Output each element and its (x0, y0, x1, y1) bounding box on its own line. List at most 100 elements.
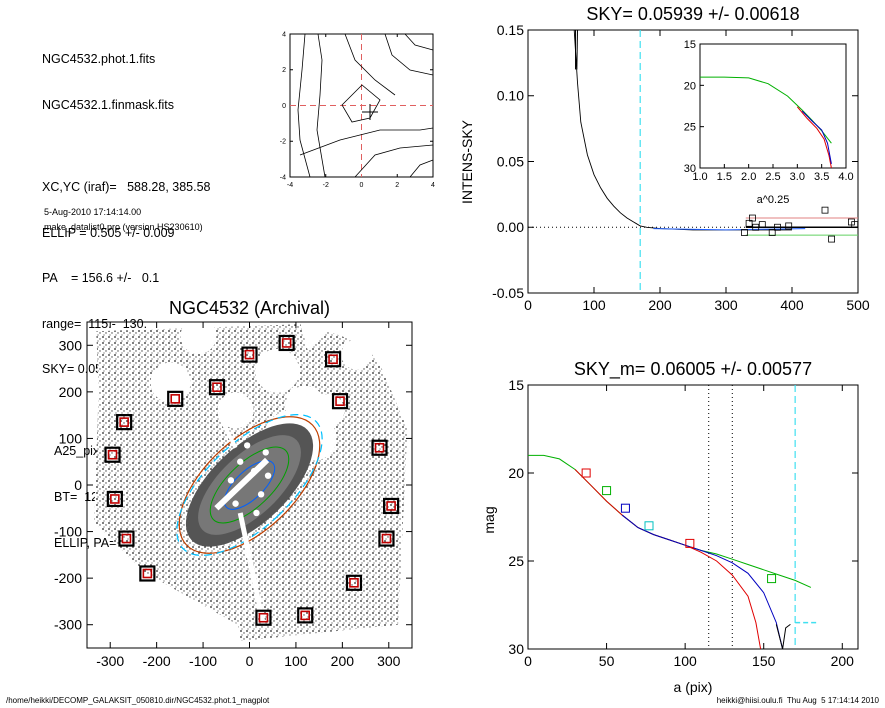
y-tick-label: 200 (59, 384, 83, 400)
range-marker (685, 538, 695, 548)
inset-red-line (796, 106, 832, 169)
x-tick-label: -300 (96, 653, 124, 669)
info-line: XC,YC (iraf)= 588.28, 385.58 (42, 180, 211, 195)
x-tick-label: -2 (323, 182, 329, 189)
y-tick-label: 0.05 (497, 153, 524, 169)
sky-ellipse (176, 414, 323, 556)
x-tick-label: 200 (331, 653, 355, 669)
y-tick-label: -2 (280, 139, 286, 146)
masked-star-trail (214, 457, 270, 511)
masked-star (253, 509, 260, 517)
inset-y-tick-label: 25 (684, 122, 696, 134)
inset-x-tick-label: 4.0 (838, 171, 853, 183)
contour-line (354, 144, 434, 178)
y-tick-label: 0.00 (497, 219, 524, 235)
x-tick-label: 4 (431, 182, 435, 189)
sky-box-inner (170, 394, 181, 404)
range-marker (620, 503, 630, 513)
y-tick-label: -300 (54, 617, 82, 633)
contour-line (299, 127, 434, 156)
info-line: range= 115.- 130. (42, 316, 148, 331)
chart-title: NGC4532 (Archival) (169, 298, 330, 318)
sky-box-inner (244, 349, 255, 360)
masked-star (262, 449, 269, 456)
inset-x-tick-label: 3.5 (814, 171, 829, 183)
y-tick-label: 0.10 (497, 88, 524, 104)
profile-series (528, 454, 812, 588)
x-tick-label: 400 (780, 297, 804, 313)
sky-box (383, 497, 400, 515)
chart-title: SKY= 0.05939 +/- 0.00618 (586, 4, 799, 24)
masked-star (227, 477, 235, 484)
ellipse-fit-outer (178, 416, 321, 554)
y-tick-label: 300 (59, 337, 83, 353)
sky-box-inner (300, 610, 311, 621)
sky-box-inner (335, 396, 345, 406)
sky-box-inner (121, 533, 132, 544)
sky-box-inner (212, 382, 222, 393)
x-tick-label: -100 (189, 653, 217, 669)
y-tick-label: 25 (508, 553, 524, 569)
x-tick-label: 500 (846, 297, 870, 313)
y-tick-label: -100 (54, 524, 82, 540)
footer-path: /home/heikki/DECOMP_GALAKSIT_050810.dir/… (6, 696, 270, 705)
sky-point (821, 206, 829, 214)
sky-box (116, 414, 133, 431)
sky-box (104, 446, 121, 463)
range-marker (767, 574, 777, 584)
x-axis-label: a (pix) (674, 679, 713, 695)
contour-line (344, 33, 396, 96)
y-tick-label: 0 (74, 477, 82, 493)
y-axis-label: INTENS-SKY (459, 119, 475, 204)
sky-point (768, 229, 776, 236)
masked-star (232, 500, 239, 507)
x-tick-label: 0 (524, 297, 532, 313)
sky-box (106, 490, 123, 508)
galaxy-core (198, 435, 301, 535)
sky-box-inner (258, 612, 269, 623)
y-tick-label: 30 (508, 641, 524, 657)
x-tick-label: -200 (143, 653, 171, 669)
y-tick-label: 2 (282, 67, 286, 74)
inset-y-tick-label: 20 (684, 80, 696, 92)
galaxy-group (176, 414, 323, 556)
sky-box-inner (349, 577, 359, 588)
sky-point (851, 221, 859, 229)
chart-title: SKY_m= 0.06005 +/- 0.00577 (574, 359, 812, 380)
program-text: make_datalist0.pro (version HS230610) (44, 222, 203, 232)
masked-region (341, 339, 372, 370)
contour-line (297, 33, 311, 178)
inset-x-tick-label: 2.5 (765, 171, 780, 183)
info-line: ELLIP = 0.505 +/- 0.009 (42, 225, 175, 240)
y-tick-label: -0.05 (492, 285, 524, 301)
y-tick-label: 0 (282, 103, 286, 110)
y-tick-label: 20 (508, 465, 524, 481)
inset-y-tick-label: 30 (684, 163, 696, 175)
x-tick-label: 50 (599, 653, 615, 669)
profile-spike (576, 29, 578, 70)
inset-x-tick-label: 1.5 (717, 171, 732, 183)
profile-series (621, 514, 784, 649)
masked-star (264, 472, 272, 479)
x-tick-label: 300 (714, 297, 738, 313)
masked-region (217, 392, 254, 429)
footer-user: heikki@hiisi.oulu.fi Thu Aug 5 17:14:14 … (716, 696, 879, 705)
sky-box (297, 607, 314, 624)
inset-x-label: a^0.25 (757, 194, 790, 206)
range-marker (581, 468, 591, 478)
x-tick-label: 0 (360, 182, 364, 189)
x-tick-label: 200 (648, 297, 672, 313)
masked-region (255, 348, 300, 393)
x-tick-label: 200 (831, 653, 855, 669)
sky-box (118, 530, 135, 547)
profile-tail (775, 623, 791, 649)
sky-box-inner (386, 501, 396, 511)
x-tick-label: 100 (673, 653, 697, 669)
plot-frame (527, 384, 859, 650)
x-tick-label: -4 (287, 182, 293, 189)
inset-blue-line (801, 110, 832, 164)
ellipse-fit-mid (209, 446, 290, 524)
sky-point (752, 223, 760, 231)
y-tick-label: 15 (508, 377, 524, 393)
sky-box (139, 565, 156, 582)
